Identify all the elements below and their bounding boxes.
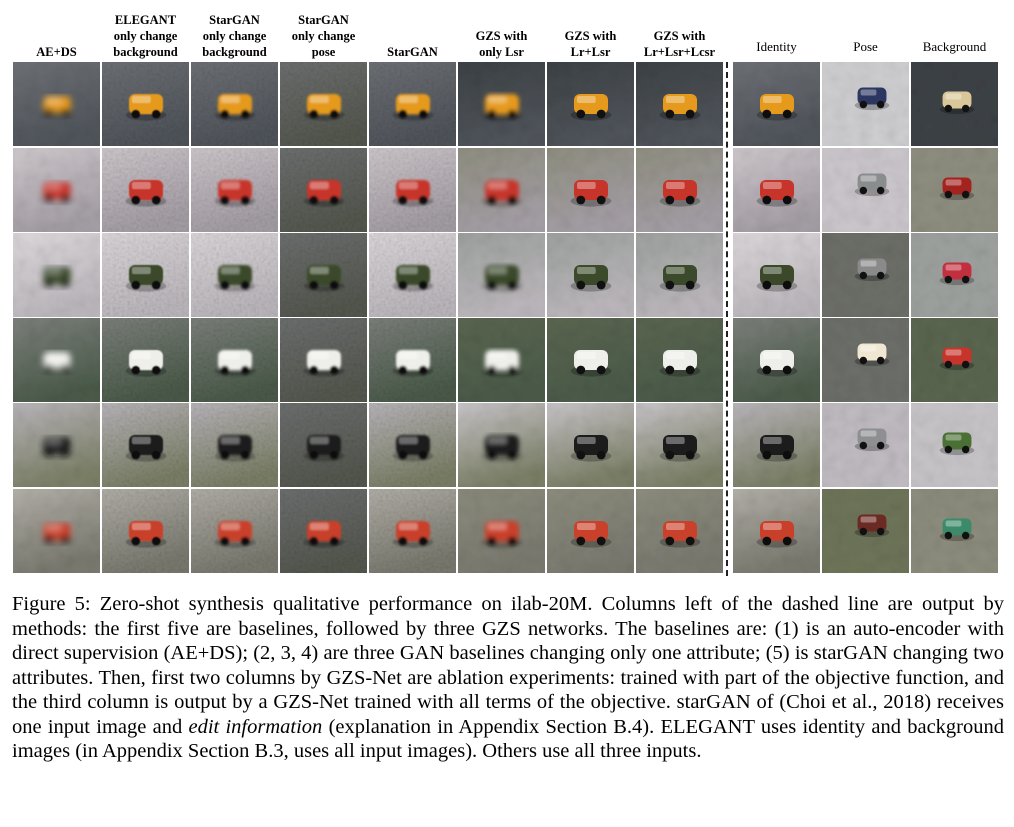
tile-row-2-stargan-bg (191, 148, 278, 232)
tile-row-4-background (911, 318, 998, 402)
tile-row-6-ae-ds (13, 489, 100, 573)
tile-row-3-ae-ds (13, 233, 100, 317)
tile-row-3-pose (822, 233, 909, 317)
dashed-divider (726, 62, 728, 576)
tile-row-2-ae-ds (13, 148, 100, 232)
tile-row-6-stargan-bg (191, 489, 278, 573)
header-gzs-lr-lsr: GZS with Lr+Lsr (564, 29, 617, 59)
tile-row-5-gzs-lsr (458, 403, 545, 487)
header-ae-ds: AE+DS (36, 45, 77, 59)
tile-row-2-identity (733, 148, 820, 232)
tile-row-2-background (911, 148, 998, 232)
tile-row-6-gzs-lr-lsr (547, 489, 634, 573)
tile-row-5-gzs-lr-lsr (547, 403, 634, 487)
tile-row-4-identity (733, 318, 820, 402)
tile-row-2-gzs-lsr (458, 148, 545, 232)
tile-row-6-gzs-all (636, 489, 723, 573)
tile-row-3-gzs-lr-lsr (547, 233, 634, 317)
tile-row-6-pose (822, 489, 909, 573)
header-gzs-all: GZS with Lr+Lsr+Lcsr (643, 29, 716, 59)
caption-text: Figure 5: Zero-shot synthesis qualitativ… (12, 592, 1004, 764)
tile-row-4-gzs-all (636, 318, 723, 402)
tile-row-6-gzs-lsr (458, 489, 545, 573)
tile-row-3-background (911, 233, 998, 317)
tile-row-1-gzs-lr-lsr (547, 62, 634, 146)
caption-lead: Figure 5: Zero-shot synthesis qualitativ… (12, 593, 1004, 738)
tile-row-5-ae-ds (13, 403, 100, 487)
tile-row-4-pose (822, 318, 909, 402)
figure-grid (0, 62, 1014, 576)
tile-row-2-pose (822, 148, 909, 232)
figure-caption: Figure 5: Zero-shot synthesis qualitativ… (12, 592, 1004, 764)
tile-row-3-stargan-bg (191, 233, 278, 317)
tile-row-5-pose (822, 403, 909, 487)
tile-row-5-identity (733, 403, 820, 487)
tile-row-1-stargan (369, 62, 456, 146)
header-stargan-pose: StarGAN only change pose (291, 13, 356, 59)
tile-row-2-gzs-lr-lsr (547, 148, 634, 232)
tile-row-4-elegant (102, 318, 189, 402)
tile-row-1-ae-ds (13, 62, 100, 146)
tile-row-3-gzs-all (636, 233, 723, 317)
tile-row-2-stargan-pose (280, 148, 367, 232)
tile-row-3-elegant (102, 233, 189, 317)
tile-row-2-elegant (102, 148, 189, 232)
header-identity: Identity (756, 39, 797, 54)
tile-row-3-stargan (369, 233, 456, 317)
tile-row-1-elegant (102, 62, 189, 146)
tile-row-1-gzs-all (636, 62, 723, 146)
tile-row-5-background (911, 403, 998, 487)
caption-tail: (explanation in Appendix Section B.4). E… (12, 715, 1004, 763)
header-elegant: ELEGANT only change background (113, 13, 178, 59)
tile-row-6-stargan (369, 489, 456, 573)
tile-row-4-stargan-pose (280, 318, 367, 402)
tile-row-1-gzs-lsr (458, 62, 545, 146)
tile-row-5-gzs-all (636, 403, 723, 487)
header-background: Background (922, 39, 987, 54)
tile-row-6-stargan-pose (280, 489, 367, 573)
header-stargan: StarGAN (387, 45, 438, 59)
tile-row-4-ae-ds (13, 318, 100, 402)
tile-row-1-background (911, 62, 998, 146)
tile-row-6-elegant (102, 489, 189, 573)
tile-row-1-stargan-bg (191, 62, 278, 146)
header-pose: Pose (853, 39, 878, 54)
tile-row-4-stargan-bg (191, 318, 278, 402)
tile-row-5-stargan-bg (191, 403, 278, 487)
tile-row-1-pose (822, 62, 909, 146)
tile-row-1-stargan-pose (280, 62, 367, 146)
header-gzs-lsr: GZS with only Lsr (475, 29, 528, 59)
tile-row-5-stargan (369, 403, 456, 487)
tile-row-3-identity (733, 233, 820, 317)
header-stargan-bg: StarGAN only change background (202, 13, 267, 59)
tile-row-6-identity (733, 489, 820, 573)
tile-row-3-stargan-pose (280, 233, 367, 317)
tile-row-2-stargan (369, 148, 456, 232)
tile-row-5-elegant (102, 403, 189, 487)
tile-row-3-gzs-lsr (458, 233, 545, 317)
tile-row-4-gzs-lr-lsr (547, 318, 634, 402)
tile-row-2-gzs-all (636, 148, 723, 232)
tile-row-1-identity (733, 62, 820, 146)
tile-row-4-stargan (369, 318, 456, 402)
caption-emphasis: edit information (188, 715, 323, 738)
tile-row-4-gzs-lsr (458, 318, 545, 402)
column-headers: AE+DS ELEGANT only change background StarG… (0, 0, 1014, 62)
tile-row-6-background (911, 489, 998, 573)
tile-row-5-stargan-pose (280, 403, 367, 487)
